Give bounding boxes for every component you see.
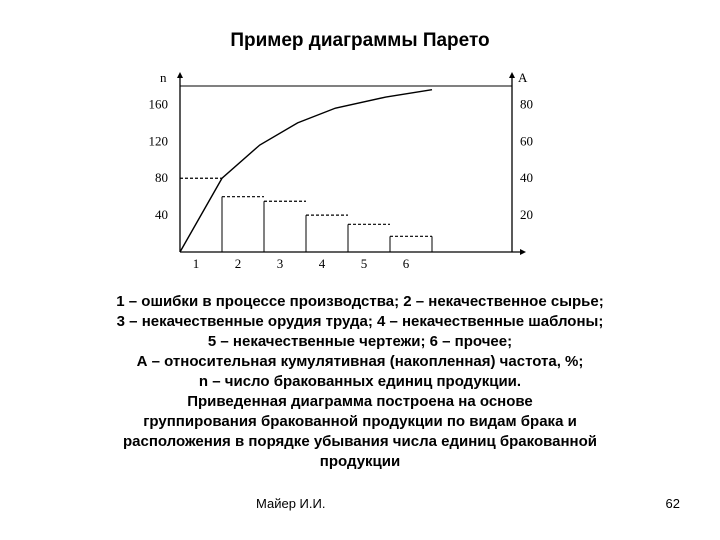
caption-line: А – относительная кумулятивная (накоплен… [136, 353, 584, 370]
caption-line: Приведенная диаграмма построена на основ… [187, 393, 533, 410]
x-tick-label: 4 [319, 256, 326, 271]
page-number: 62 [665, 496, 680, 511]
caption-line: n – число бракованных единиц продукции. [198, 373, 522, 390]
cumulative-curve-group [179, 88, 433, 253]
chart-axes [177, 72, 526, 255]
footer-author: Майер И.И. [256, 496, 326, 511]
caption-line: 5 – некачественные чертежи; 6 – прочее; [207, 333, 513, 350]
right-tick-label: 40 [520, 170, 533, 185]
chart-caption: 1 – ошибки в процессе производства; 2 – … [40, 292, 680, 472]
x-tick-label: 3 [277, 256, 284, 271]
left-tick-label: 40 [155, 207, 168, 222]
caption-line: расположения в порядке убывания числа ед… [122, 433, 597, 450]
right-axis-label: A [518, 72, 528, 85]
pareto-chart: n A 40 80 120 160 20 40 60 80 1 2 3 4 5 6 [149, 72, 534, 271]
caption-line: группирования бракованной продукции по в… [143, 413, 577, 430]
x-axis-arrow [520, 249, 526, 255]
chart-bars [180, 177, 433, 252]
x-tick-label: 1 [193, 256, 200, 271]
left-tick-label: 80 [155, 170, 168, 185]
right-tick-label: 60 [520, 133, 533, 148]
chart-ticks: n A 40 80 120 160 20 40 60 80 1 2 3 4 5 6 [149, 72, 534, 271]
caption-line: 1 – ошибки в процессе производства; 2 – … [116, 293, 604, 310]
left-tick-label: 120 [149, 133, 169, 148]
right-tick-label: 80 [520, 96, 533, 111]
right-axis-arrow [509, 72, 515, 78]
right-tick-label: 20 [520, 207, 533, 222]
caption-line: продукции [319, 453, 401, 470]
left-tick-label: 160 [149, 96, 169, 111]
x-tick-label: 5 [361, 256, 368, 271]
left-axis-arrow [177, 72, 183, 78]
caption-line: 3 – некачественные орудия труда; 4 – нек… [116, 313, 604, 330]
slide-title: Пример диаграммы Парето [230, 30, 490, 51]
cumulative-curve [179, 88, 433, 253]
x-tick-label: 6 [403, 256, 410, 271]
left-axis-label: n [160, 72, 167, 85]
x-tick-label: 2 [235, 256, 242, 271]
